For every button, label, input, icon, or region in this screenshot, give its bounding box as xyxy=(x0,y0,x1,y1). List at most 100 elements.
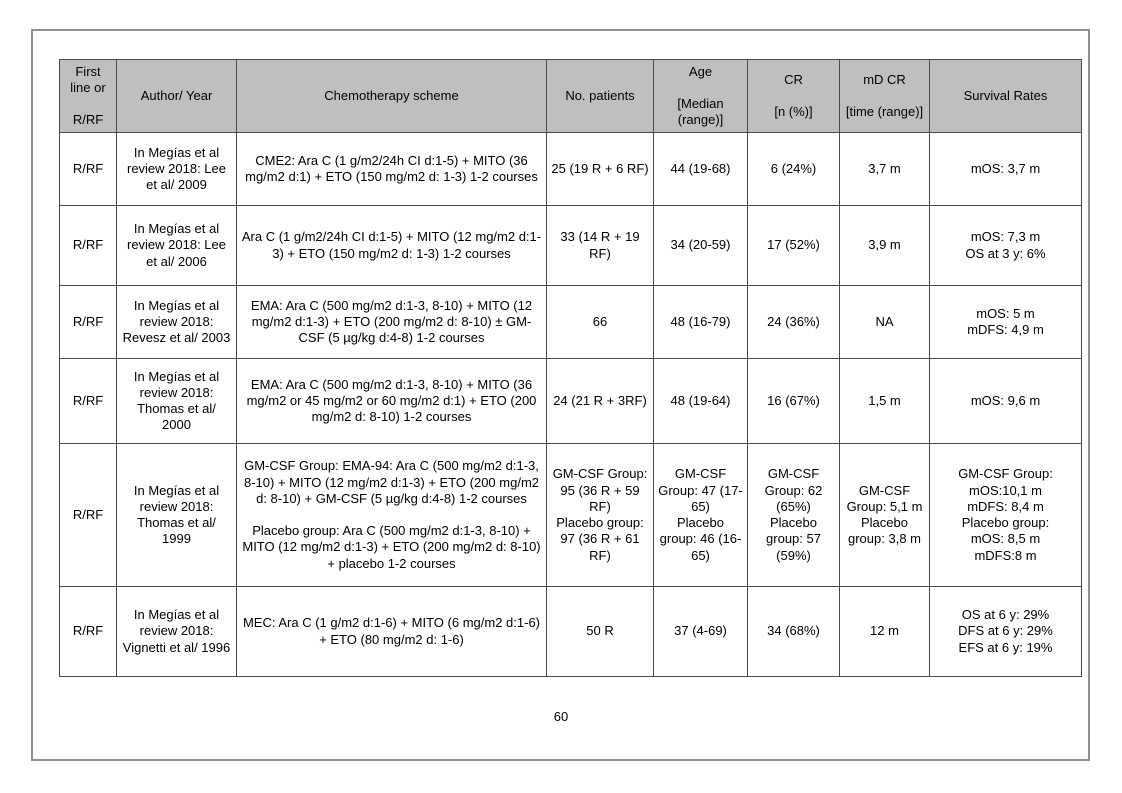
cell-line: CME2: Ara C (1 g/m2/24h CI d:1-5) + MITO… xyxy=(245,152,538,184)
cell-line: 16 (67%) xyxy=(767,392,820,408)
cell-chemo-scheme: EMA: Ara C (500 mg/m2 d:1-3, 8-10) + MIT… xyxy=(236,285,547,359)
cell-line: MEC: Ara C (1 g/m2 d:1-6) + MITO (6 mg/m… xyxy=(242,615,541,647)
cell-chemo-scheme: GM-CSF Group: EMA-94: Ara C (500 mg/m2 d… xyxy=(236,443,547,587)
cell-no-patients: 50 R xyxy=(546,586,654,677)
cell-line: No. patients xyxy=(565,87,635,103)
cell-cr: 24 (36%) xyxy=(747,285,840,359)
cell-line: R/RF xyxy=(72,313,104,329)
cell-line: [time (range)] xyxy=(845,104,924,119)
cell-line: mD CR xyxy=(863,71,906,87)
cell-md-cr: NA xyxy=(839,285,930,359)
table-header-row: First line or R/RF Author/ Year Chemotherap… xyxy=(59,59,1082,133)
cell-chemo-scheme: CME2: Ara C (1 g/m2/24h CI d:1-5) + MITO… xyxy=(236,132,547,206)
cell-line: Chemotherapy scheme xyxy=(324,87,459,103)
cell-first-line: R/RF xyxy=(59,205,117,286)
cell-line: DFS at 6 y: 29% xyxy=(958,623,1053,639)
cell-line: 12 m xyxy=(870,623,899,639)
cell-line: mOS: 7,3 m xyxy=(970,229,1041,245)
column-header-md-cr: mD CR [time (range)] xyxy=(839,59,930,133)
cell-first-line: R/RF xyxy=(59,285,117,359)
cell-line: OS at 6 y: 29% xyxy=(961,607,1050,623)
cell-line: In Megías et al review 2018: Vignetti et… xyxy=(122,607,231,655)
cell-survival: OS at 6 y: 29% DFS at 6 y: 29% EFS at 6 y:… xyxy=(929,586,1082,677)
chemotherapy-studies-table: First line or R/RF Author/ Year Chemotherap… xyxy=(59,59,1082,677)
cell-chemo-scheme: Ara C (1 g/m2/24h CI d:1-5) + MITO (12 m… xyxy=(236,205,547,286)
cell-line: R/RF xyxy=(72,392,104,408)
cell-line: 34 (20-59) xyxy=(670,237,731,253)
cell-line: CR xyxy=(784,71,803,87)
cell-line: GM-CSF Group: EMA-94: Ara C (500 mg/m2 d… xyxy=(243,458,539,506)
cell-author-year: In Megías et al review 2018: Vignetti et… xyxy=(116,586,237,677)
table-row: R/RF In Megías et al review 2018: Lee et … xyxy=(59,205,1082,286)
cell-line xyxy=(64,96,112,112)
cell-line: 48 (16-79) xyxy=(670,313,731,329)
table-row: R/RF In Megías et al review 2018: Thomas … xyxy=(59,443,1082,587)
cell-line: mOS: 3,7 m xyxy=(970,160,1041,176)
cell-line: In Megías et al review 2018: Thomas et a… xyxy=(133,368,220,433)
page-border-frame: First line or R/RF Author/ Year Chemotherap… xyxy=(31,29,1090,761)
cell-cr: 17 (52%) xyxy=(747,205,840,286)
cell-first-line: R/RF xyxy=(59,586,117,677)
cell-line: In Megías et al review 2018: Lee et al/ … xyxy=(126,221,226,269)
cell-age: 48 (16-79) xyxy=(653,285,748,359)
cell-line: EFS at 6 y: 19% xyxy=(958,639,1053,655)
cell-age: 34 (20-59) xyxy=(653,205,748,286)
cell-survival: mOS: 5 m mDFS: 4,9 m xyxy=(929,285,1082,359)
cell-first-line: R/RF xyxy=(59,358,117,444)
cell-line: 37 (4-69) xyxy=(674,623,727,639)
column-header-cr: CR [n (%)] xyxy=(747,59,840,133)
cell-cr: GM-CSF Group: 62 (65%) Placebo group: 57 … xyxy=(747,443,840,587)
cell-line: 44 (19-68) xyxy=(670,160,731,176)
page-number: 60 xyxy=(553,709,569,724)
cell-age: GM-CSF Group: 47 (17-65) Placebo group: 4… xyxy=(653,443,748,587)
cell-no-patients: 33 (14 R + 19 RF) xyxy=(546,205,654,286)
column-header-survival: Survival Rates xyxy=(929,59,1082,133)
cell-author-year: In Megías et al review 2018: Thomas et a… xyxy=(116,443,237,587)
cell-line: 50 R xyxy=(586,623,614,639)
cell-line: GM-CSF Group: 5,1 m xyxy=(846,482,923,514)
cell-line: 3,7 m xyxy=(868,160,901,176)
column-header-chemo-scheme: Chemotherapy scheme xyxy=(236,59,547,133)
cell-line: 6 (24%) xyxy=(770,160,817,176)
cell-line: Placebo group: 57 (59%) xyxy=(766,515,821,563)
cell-line: 66 xyxy=(592,313,608,329)
cell-line: GM-CSF Group: 95 (36 R + 59 RF) xyxy=(552,466,648,514)
cell-line: 48 (19-64) xyxy=(670,392,731,408)
cell-line: [n (%)] xyxy=(774,104,813,119)
cell-line: GM-CSF Group: 47 (17-65) xyxy=(658,466,743,514)
cell-line: NA xyxy=(875,313,894,329)
cell-line xyxy=(241,507,542,523)
cell-line: 24 (21 R + 3RF) xyxy=(553,392,647,408)
column-header-no-patients: No. patients xyxy=(546,59,654,133)
column-header-first-line: First line or R/RF xyxy=(59,59,117,133)
cell-line: Survival Rates xyxy=(963,87,1048,103)
cell-line: Placebo group: 46 (16-65) xyxy=(659,515,742,563)
cell-md-cr: 12 m xyxy=(839,586,930,677)
cell-author-year: In Megías et al review 2018: Lee et al/ … xyxy=(116,132,237,206)
cell-line: R/RF xyxy=(72,237,104,253)
cell-cr: 16 (67%) xyxy=(747,358,840,444)
cell-line: 25 (19 R + 6 RF) xyxy=(551,160,649,176)
cell-line: 34 (68%) xyxy=(767,623,820,639)
cell-author-year: In Megías et al review 2018: Thomas et a… xyxy=(116,358,237,444)
cell-line: In Megías et al review 2018: Revesz et a… xyxy=(122,297,231,346)
cell-no-patients: GM-CSF Group: 95 (36 R + 59 RF) Placebo g… xyxy=(546,443,654,587)
cell-line: Ara C (1 g/m2/24h CI d:1-5) + MITO (12 m… xyxy=(241,229,542,261)
cell-line: EMA: Ara C (500 mg/m2 d:1-3, 8-10) + MIT… xyxy=(250,297,533,346)
cell-line: 24 (36%) xyxy=(767,313,820,329)
cell-chemo-scheme: EMA: Ara C (500 mg/m2 d:1-3, 8-10) + MIT… xyxy=(236,358,547,444)
cell-line: 1,5 m xyxy=(868,392,901,408)
cell-no-patients: 66 xyxy=(546,285,654,359)
cell-survival: mOS: 9,6 m xyxy=(929,358,1082,444)
table-row: R/RF In Megías et al review 2018: Lee et … xyxy=(59,132,1082,206)
cell-line: mOS:10,1 m xyxy=(969,482,1042,498)
cell-line: In Megías et al review 2018: Lee et al/ … xyxy=(126,144,226,193)
cell-line: Author/ Year xyxy=(140,87,213,103)
cell-line xyxy=(752,88,835,104)
cell-first-line: R/RF xyxy=(59,443,117,587)
cell-chemo-scheme: MEC: Ara C (1 g/m2 d:1-6) + MITO (6 mg/m… xyxy=(236,586,547,677)
cell-survival: mOS: 7,3 m OS at 3 y: 6% xyxy=(929,205,1082,286)
cell-line: mOS: 8,5 m xyxy=(970,531,1041,547)
cell-line: OS at 3 y: 6% xyxy=(965,245,1046,261)
cell-line: R/RF xyxy=(72,160,104,176)
